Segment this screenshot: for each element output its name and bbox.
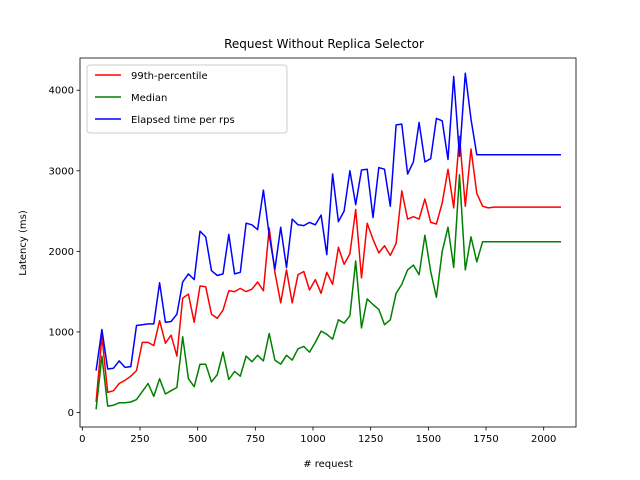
- x-tick-label: 2000: [531, 434, 556, 445]
- legend-label-0: 99th-percentile: [131, 71, 208, 82]
- x-axis-label: # request: [303, 459, 353, 470]
- x-tick-label: 0: [79, 434, 85, 445]
- legend-label-2: Elapsed time per rps: [131, 115, 235, 126]
- plot-frame: [79, 57, 577, 428]
- x-tick-label: 250: [130, 434, 149, 445]
- x-tick-label: 500: [188, 434, 207, 445]
- chart-title: Request Without Replica Selector: [224, 37, 424, 51]
- series-line-2: [95, 72, 561, 371]
- x-tick-label: 1250: [358, 434, 383, 445]
- axes: [79, 57, 577, 428]
- series-line-0: [95, 135, 561, 403]
- legend-label-1: Median: [131, 93, 167, 104]
- ticks: 0 250 500 750 1000 1250 1500 1750 2000 0 1000 2000 3…: [49, 86, 557, 445]
- y-tick-label: 0: [68, 408, 74, 419]
- y-tick-label: 4000: [49, 86, 74, 97]
- legend-box: [86, 64, 288, 134]
- x-tick-label: 1750: [473, 434, 498, 445]
- y-tick-label: 3000: [49, 166, 74, 177]
- x-tick-label: 750: [246, 434, 265, 445]
- y-tick-label: 1000: [49, 327, 74, 338]
- x-tick-label: 1500: [416, 434, 441, 445]
- plot-lines: [95, 72, 561, 410]
- x-tick-label: 1000: [300, 434, 325, 445]
- legend: 99th-percentile Median Elapsed time per rp…: [86, 64, 288, 134]
- series-line-1: [95, 174, 561, 410]
- y-tick-label: 2000: [49, 247, 74, 258]
- y-axis-label: Latency (ms): [18, 210, 29, 276]
